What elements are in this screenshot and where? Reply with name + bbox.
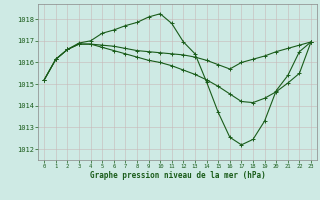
X-axis label: Graphe pression niveau de la mer (hPa): Graphe pression niveau de la mer (hPa) <box>90 171 266 180</box>
